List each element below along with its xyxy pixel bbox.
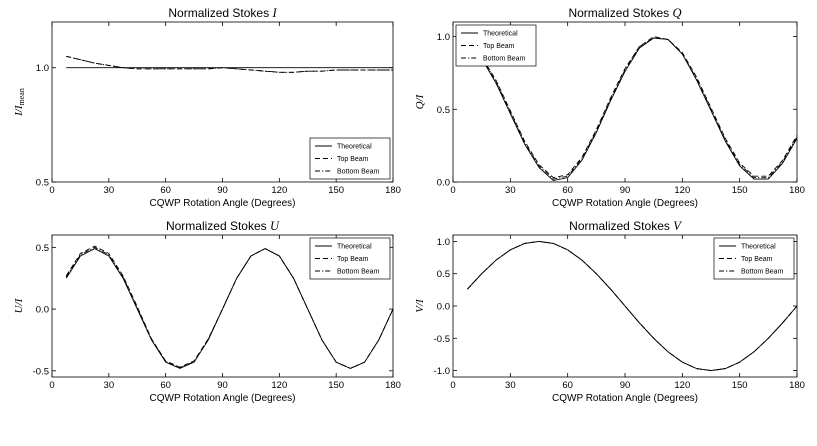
legend-label: Top Beam	[337, 256, 369, 263]
series-line-bottom-beam	[466, 37, 798, 180]
legend-label: Bottom Beam	[337, 169, 380, 176]
y-tick-label: 0.0	[437, 178, 450, 189]
x-axis-label: CQWP Rotation Angle (Degrees)	[552, 393, 698, 404]
y-tick-label: 0.0	[437, 302, 450, 313]
y-tick-label: -1.0	[434, 366, 450, 377]
y-tick-label: 1.0	[437, 237, 450, 248]
legend-label: Theoretical	[337, 144, 372, 151]
x-tick-label: 60	[160, 380, 171, 391]
x-axis-label: CQWP Rotation Angle (Degrees)	[150, 393, 296, 404]
legend-label: Top Beam	[483, 43, 515, 50]
y-tick-label: 0.5	[36, 243, 49, 254]
x-tick-label: 150	[732, 185, 748, 196]
legend-label: Theoretical	[483, 31, 518, 38]
x-tick-label: 0	[450, 185, 455, 196]
chart-panel-u: 0 30 60 90 120 150 180 -0.5 0.0 0.5 Normalized Sto…	[13, 219, 401, 404]
y-tick-label: 1.0	[437, 32, 450, 43]
chart-panel-i: 0 30 60 90 120 150 180 0.5 1.0 Normalized Stokes …	[13, 6, 401, 209]
x-tick-label: 90	[620, 380, 631, 391]
chart-title: Normalized Stokes I	[168, 6, 277, 20]
x-tick-label: 30	[505, 185, 516, 196]
legend-label: Bottom Beam	[337, 269, 380, 276]
series-line-bottom-beam	[65, 246, 394, 369]
legend-label: Bottom Beam	[483, 56, 526, 63]
legend-label: Theoretical	[741, 244, 776, 251]
x-tick-label: 150	[328, 185, 344, 196]
y-tick-label: 0.5	[36, 178, 49, 189]
series-line-top-beam	[466, 36, 798, 179]
x-tick-label: 0	[450, 380, 455, 391]
series-line-bottom-beam	[466, 240, 798, 372]
series-line-top-beam	[65, 245, 394, 369]
y-tick-label: -0.5	[33, 366, 49, 377]
y-tick-label: 0.5	[437, 105, 450, 116]
legend-label: Bottom Beam	[741, 269, 784, 276]
x-tick-label: 120	[271, 185, 287, 196]
x-tick-label: 30	[104, 185, 115, 196]
x-tick-label: 180	[385, 185, 401, 196]
x-tick-label: 30	[104, 380, 115, 391]
legend: Theoretical Top Beam Bottom Beam	[455, 24, 537, 67]
legend: Theoretical Top Beam Bottom Beam	[713, 237, 795, 280]
y-tick-label: 0.5	[437, 269, 450, 280]
x-tick-label: 60	[562, 380, 573, 391]
chart-panel-v: 0 30 60 90 120 150 180 -1.0 -0.5 0.0 0.5 1.0 Normali…	[414, 219, 805, 404]
y-axis-label: V/I	[414, 298, 426, 313]
x-tick-label: 30	[505, 380, 516, 391]
x-tick-label: 120	[674, 380, 690, 391]
x-tick-label: 90	[217, 185, 228, 196]
x-tick-label: 0	[49, 185, 54, 196]
chart-title: Normalized Stokes Q	[568, 6, 681, 20]
series-line-theoretical	[466, 37, 798, 182]
y-tick-label: 1.0	[36, 63, 49, 74]
x-tick-label: 180	[385, 380, 401, 391]
x-tick-label: 120	[271, 380, 287, 391]
x-tick-label: 150	[732, 380, 748, 391]
x-tick-label: 0	[49, 380, 54, 391]
x-tick-label: 180	[789, 185, 805, 196]
chart-panel-q: 0 30 60 90 120 150 180 0.0 0.5 1.0 Normalized Stok…	[414, 6, 805, 209]
chart-title: Normalized Stokes U	[166, 219, 280, 233]
x-axis-label: CQWP Rotation Angle (Degrees)	[150, 198, 296, 209]
legend-label: Theoretical	[337, 244, 372, 251]
series-line-bottom-beam	[66, 55, 393, 73]
x-axis-label: CQWP Rotation Angle (Degrees)	[552, 198, 698, 209]
x-tick-label: 90	[620, 185, 631, 196]
y-axis-label: Q/I	[414, 93, 426, 109]
legend: Theoretical Top Beam Bottom Beam	[309, 237, 391, 280]
x-tick-label: 180	[789, 380, 805, 391]
series-line-top-beam	[466, 240, 798, 372]
x-tick-label: 60	[562, 185, 573, 196]
y-axis-label: I/Imean	[13, 88, 26, 117]
legend-label: Top Beam	[741, 256, 773, 263]
x-tick-label: 60	[160, 185, 171, 196]
legend-label: Top Beam	[337, 156, 369, 163]
x-tick-label: 90	[217, 380, 228, 391]
y-axis-label: U/I	[13, 297, 25, 313]
x-tick-label: 120	[674, 185, 690, 196]
y-tick-label: -0.5	[434, 334, 450, 345]
y-tick-label: 0.0	[36, 305, 49, 316]
x-tick-label: 150	[328, 380, 344, 391]
chart-title: Normalized Stokes V	[569, 219, 682, 233]
legend: Theoretical Top Beam Bottom Beam	[309, 137, 391, 180]
